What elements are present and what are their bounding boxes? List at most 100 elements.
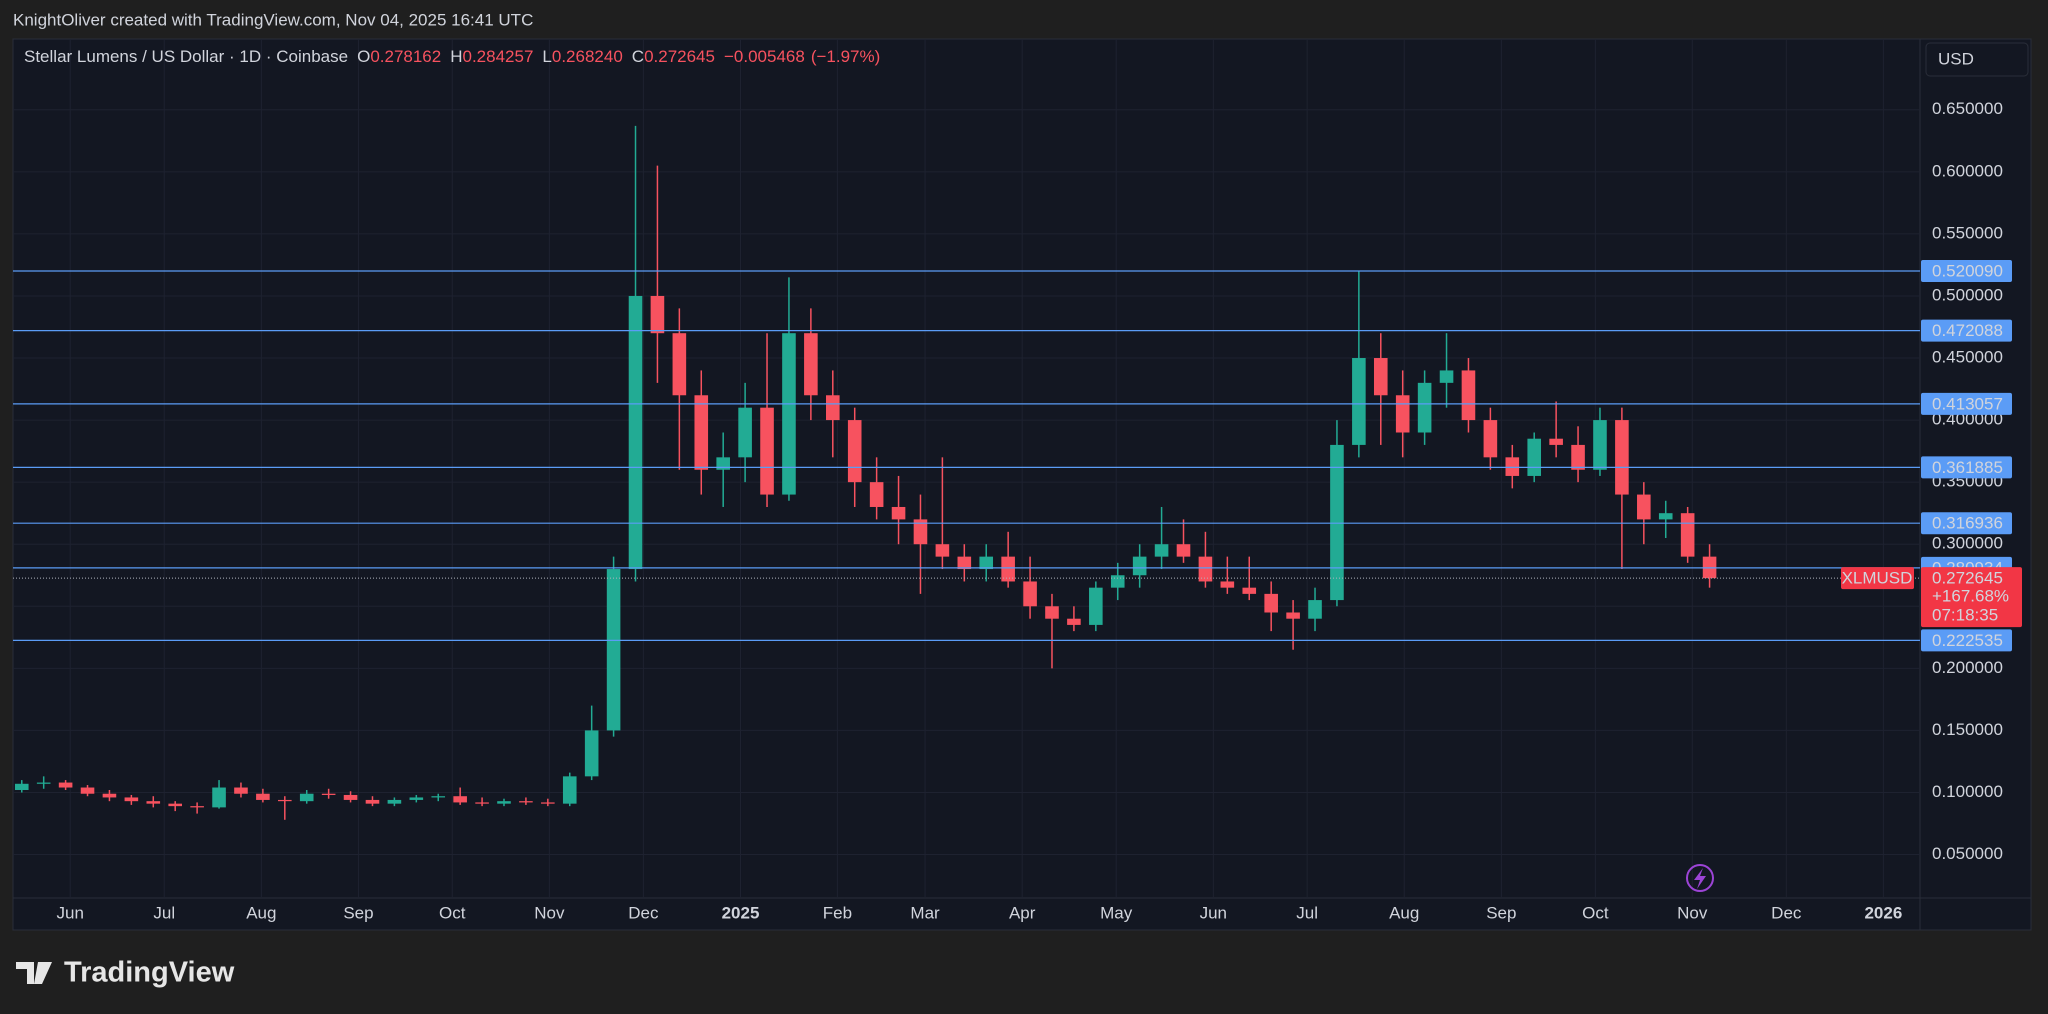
y-tick-label: 0.450000 bbox=[1932, 348, 2003, 367]
x-tick-label: Dec bbox=[1771, 903, 1802, 922]
x-tick-label: Oct bbox=[439, 903, 466, 922]
candle-body bbox=[475, 802, 489, 804]
candle-body bbox=[1615, 420, 1629, 495]
candle-body bbox=[541, 802, 555, 804]
y-tick-label: 0.050000 bbox=[1932, 844, 2003, 863]
candle-body bbox=[299, 793, 314, 802]
candle-body bbox=[58, 782, 73, 788]
candle-body bbox=[80, 787, 95, 794]
candle-body bbox=[343, 794, 358, 800]
x-tick-label: Nov bbox=[1677, 903, 1708, 922]
x-tick-label: Feb bbox=[823, 903, 852, 922]
last-price-label: 0.272645 bbox=[1932, 569, 2003, 588]
candle-body bbox=[782, 333, 796, 495]
candle-body bbox=[14, 783, 29, 791]
candle-body bbox=[1680, 513, 1695, 557]
candle-body bbox=[1220, 581, 1235, 588]
candle-body bbox=[584, 730, 599, 777]
candle-body bbox=[606, 569, 621, 731]
x-tick-label: Oct bbox=[1582, 903, 1609, 922]
level-label-box bbox=[1921, 260, 2012, 283]
currency-button[interactable] bbox=[1925, 42, 2029, 77]
legend-field: L bbox=[542, 47, 551, 66]
candle-body bbox=[1176, 544, 1191, 557]
candle-body bbox=[935, 544, 950, 557]
candle-body bbox=[146, 801, 161, 804]
legend-value: 0.268240 bbox=[552, 47, 623, 66]
candle-body bbox=[234, 787, 248, 794]
legend-field: C bbox=[632, 47, 644, 66]
header-credit: KnightOliver created with TradingView.co… bbox=[13, 10, 533, 29]
level-label-box bbox=[1921, 512, 2012, 535]
candle-body bbox=[1395, 395, 1410, 433]
candle-body bbox=[124, 797, 139, 802]
x-tick-label: 2026 bbox=[1864, 903, 1902, 922]
candle-body bbox=[1505, 457, 1520, 476]
x-tick-label: Jun bbox=[1200, 903, 1227, 922]
y-tick-label: 0.200000 bbox=[1932, 658, 2003, 677]
legend-change-pct: (−1.97%) bbox=[811, 47, 880, 66]
y-tick-label: 0.100000 bbox=[1932, 782, 2003, 801]
level-label-box bbox=[1921, 392, 2012, 415]
x-tick-label: 2025 bbox=[722, 903, 760, 922]
brand-name: TradingView bbox=[64, 957, 235, 989]
candle-body bbox=[519, 801, 533, 803]
candle-body bbox=[1330, 444, 1344, 601]
y-tick-label: 0.650000 bbox=[1932, 99, 2003, 118]
candle-body bbox=[1527, 438, 1542, 476]
change-label: +167.68% bbox=[1932, 587, 2009, 606]
brand-logo bbox=[16, 962, 52, 984]
legend-field: O bbox=[357, 47, 370, 66]
candle-body bbox=[1242, 587, 1257, 594]
candle-body bbox=[1110, 575, 1125, 588]
level-label: 0.222535 bbox=[1932, 631, 2003, 650]
candle-body bbox=[1286, 612, 1300, 619]
candle-body bbox=[1154, 544, 1169, 557]
legend-change: −0.005468 bbox=[724, 47, 805, 66]
candle-body bbox=[190, 806, 204, 808]
plot bbox=[14, 125, 1717, 820]
x-tick-label: May bbox=[1100, 903, 1133, 922]
candle-body bbox=[1658, 513, 1673, 520]
legend-value: 0.278162 bbox=[370, 47, 441, 66]
candle-body bbox=[1089, 587, 1103, 625]
candle-body bbox=[869, 482, 884, 507]
candle-body bbox=[387, 799, 402, 804]
overlay: 0.520090 0.472088 0.413057 0.361885 0.316936… bbox=[13, 260, 2022, 652]
candle-body bbox=[628, 295, 643, 570]
level-label-box bbox=[1921, 629, 2012, 652]
candle-body bbox=[1593, 420, 1607, 470]
candle-body bbox=[1132, 556, 1147, 576]
candle-body bbox=[957, 556, 972, 570]
candle-body bbox=[1045, 606, 1059, 619]
x-tick-label: Sep bbox=[1486, 903, 1516, 922]
candle-body bbox=[1439, 370, 1454, 383]
grid: 0.0500000.1000000.1500000.2000000.250000… bbox=[13, 39, 2003, 922]
candle-body bbox=[1549, 438, 1563, 445]
candle-body bbox=[913, 519, 928, 545]
candle-body bbox=[891, 506, 906, 520]
legend-field: H bbox=[450, 47, 462, 66]
candle-body bbox=[321, 793, 336, 795]
candle-body bbox=[497, 801, 511, 804]
symbol-box bbox=[1841, 567, 1914, 590]
candle-body bbox=[212, 787, 226, 808]
candle-body bbox=[1461, 370, 1476, 421]
candle-body bbox=[716, 457, 730, 470]
alert-icon[interactable] bbox=[1686, 864, 1714, 892]
candle-body bbox=[365, 799, 380, 804]
candle-body bbox=[278, 799, 292, 802]
candle-body bbox=[256, 793, 270, 800]
currency-label[interactable]: USD bbox=[1938, 49, 1974, 68]
x-tick-label: Aug bbox=[1389, 903, 1419, 922]
candle-body bbox=[453, 796, 467, 803]
level-label-box bbox=[1921, 456, 2012, 479]
level-label: 0.361885 bbox=[1932, 458, 2003, 477]
candle-body bbox=[562, 776, 577, 804]
candle-body bbox=[1373, 358, 1388, 396]
legend-value: 0.284257 bbox=[463, 47, 534, 66]
level-label: 0.316936 bbox=[1932, 514, 2003, 533]
candle-body bbox=[36, 782, 51, 784]
candle-body bbox=[847, 420, 862, 483]
